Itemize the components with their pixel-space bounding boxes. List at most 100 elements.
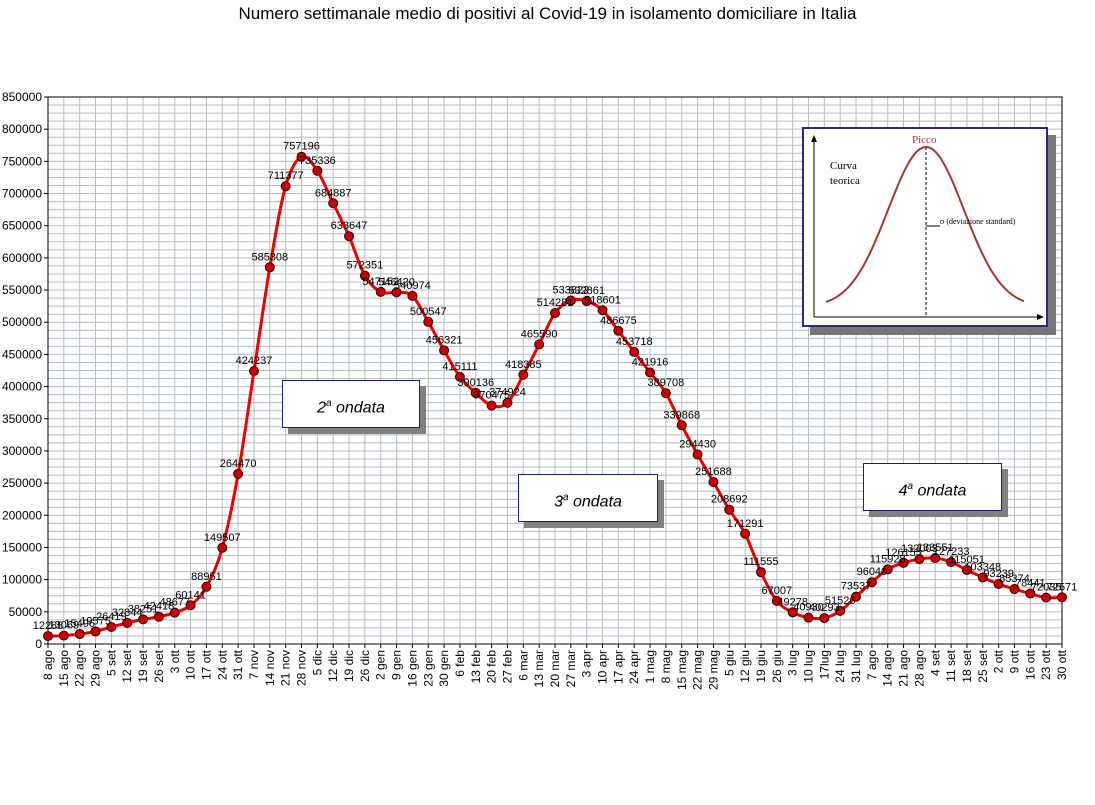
x-tick-label: 29 ago (89, 650, 103, 687)
inset-theoretical-curve: Picco Curva teorica σ (deviazione standa… (802, 127, 1048, 327)
data-label: 294430 (679, 439, 716, 451)
wave4-number: 4 (898, 482, 908, 500)
data-point (454, 371, 465, 382)
data-label: 48677 (159, 597, 190, 609)
x-tick-label: 3 apr (580, 650, 594, 677)
data-point (819, 613, 830, 624)
x-tick-label: 15 ago (57, 650, 71, 687)
data-point (502, 397, 513, 408)
data-label: 85374 (999, 573, 1030, 585)
x-tick-label: 17lug (817, 650, 831, 679)
data-point (296, 151, 307, 162)
data-point (153, 611, 164, 622)
wave3-superscript: a (562, 492, 569, 503)
data-label: 171291 (727, 518, 764, 530)
x-tick-label: 22 mag (691, 650, 705, 690)
data-point (106, 621, 117, 632)
data-point (138, 614, 149, 625)
x-tick-label: 1 mag (643, 650, 657, 683)
x-tick-label: 24 lug (833, 650, 847, 683)
data-point (597, 305, 608, 316)
x-tick-label: 21 nov (279, 650, 293, 686)
data-label: 51526 (825, 595, 856, 607)
x-tick-label: 10 ott (184, 649, 198, 680)
x-tick-label: 24 apr (627, 650, 641, 684)
x-tick-label: 25 set (976, 649, 990, 682)
annotation-wave2: 2a ondata (282, 380, 420, 428)
data-label: 370475 (473, 390, 510, 402)
data-label: 684887 (315, 187, 352, 199)
data-point (835, 605, 846, 616)
data-label: 93239 (983, 568, 1014, 580)
x-tick-label: 19 set (136, 649, 150, 682)
data-point (439, 345, 450, 356)
x-tick-label: 8 mag (659, 650, 673, 683)
data-point (90, 626, 101, 637)
data-label: 424237 (236, 355, 273, 367)
data-point (1041, 592, 1052, 603)
data-point (660, 388, 671, 399)
x-tick-label: 7 nov (247, 650, 261, 679)
x-tick-label: 30 ott (1055, 649, 1069, 680)
x-tick-label: 17 apr (611, 650, 625, 684)
data-point (629, 347, 640, 358)
x-tick-label: 12 set (120, 649, 134, 682)
data-label: 711377 (268, 170, 304, 182)
x-tick-label: 29 mag (706, 650, 720, 690)
x-tick-label: 28 nov (295, 650, 309, 686)
data-label: 149507 (204, 532, 241, 544)
x-tick-label: 10 apr (596, 650, 610, 684)
data-label: 208692 (711, 494, 748, 506)
data-label: 547152 (362, 276, 399, 288)
data-label: 88951 (191, 571, 222, 583)
data-label: 633647 (331, 220, 368, 232)
data-point (74, 629, 85, 640)
data-label: 465590 (521, 328, 558, 340)
data-point (724, 504, 735, 515)
data-point (280, 181, 291, 192)
wave3-number: 3 (554, 493, 563, 511)
data-label: 757196 (283, 141, 320, 153)
y-tick-label: 850000 (2, 90, 42, 104)
data-label: 735336 (299, 155, 336, 167)
data-point (518, 369, 529, 380)
wave4-superscript: a (907, 481, 914, 492)
x-tick-label: 9 gen (390, 650, 404, 680)
data-points (43, 151, 1067, 642)
x-tick-label: 22 ago (73, 650, 87, 687)
data-point (470, 387, 481, 398)
data-label: 514281 (537, 297, 574, 309)
data-label: 19575 (80, 615, 111, 627)
data-point (1057, 592, 1067, 603)
x-tick-label: 31 ott (231, 649, 245, 680)
x-tick-label: 9 ott (1007, 649, 1021, 673)
data-point (43, 631, 53, 642)
data-label: 15496 (64, 618, 95, 630)
data-point (613, 325, 624, 336)
data-label: 453718 (616, 336, 653, 348)
annotation-wave4: 4a ondata (863, 463, 1002, 511)
data-point (866, 577, 877, 588)
x-tick-label: 19 dic (342, 650, 356, 682)
x-tick-label: 30 gen (437, 650, 451, 687)
data-label: 540974 (394, 280, 431, 292)
x-tick-label: 18 set (960, 649, 974, 682)
data-point (787, 607, 798, 618)
data-point (914, 554, 925, 565)
data-point (740, 528, 751, 539)
x-tick-label: 12 dic (326, 650, 340, 682)
y-tick-label: 650000 (2, 219, 42, 233)
data-point (977, 572, 988, 583)
y-tick-label: 750000 (2, 154, 42, 168)
data-point (486, 400, 497, 411)
data-label: 532861 (568, 285, 605, 297)
data-label: 251688 (695, 466, 732, 478)
y-tick-label: 450000 (2, 347, 42, 361)
y-tick-label: 400000 (2, 380, 42, 394)
x-tick-label: 17 ott (199, 649, 213, 680)
x-tick-label: 28 ago (912, 650, 926, 687)
x-tick-label: 13 feb (469, 650, 483, 684)
x-tick-label: 31 lug (849, 650, 863, 683)
data-label: 73537 (841, 581, 872, 593)
data-point (312, 165, 323, 176)
